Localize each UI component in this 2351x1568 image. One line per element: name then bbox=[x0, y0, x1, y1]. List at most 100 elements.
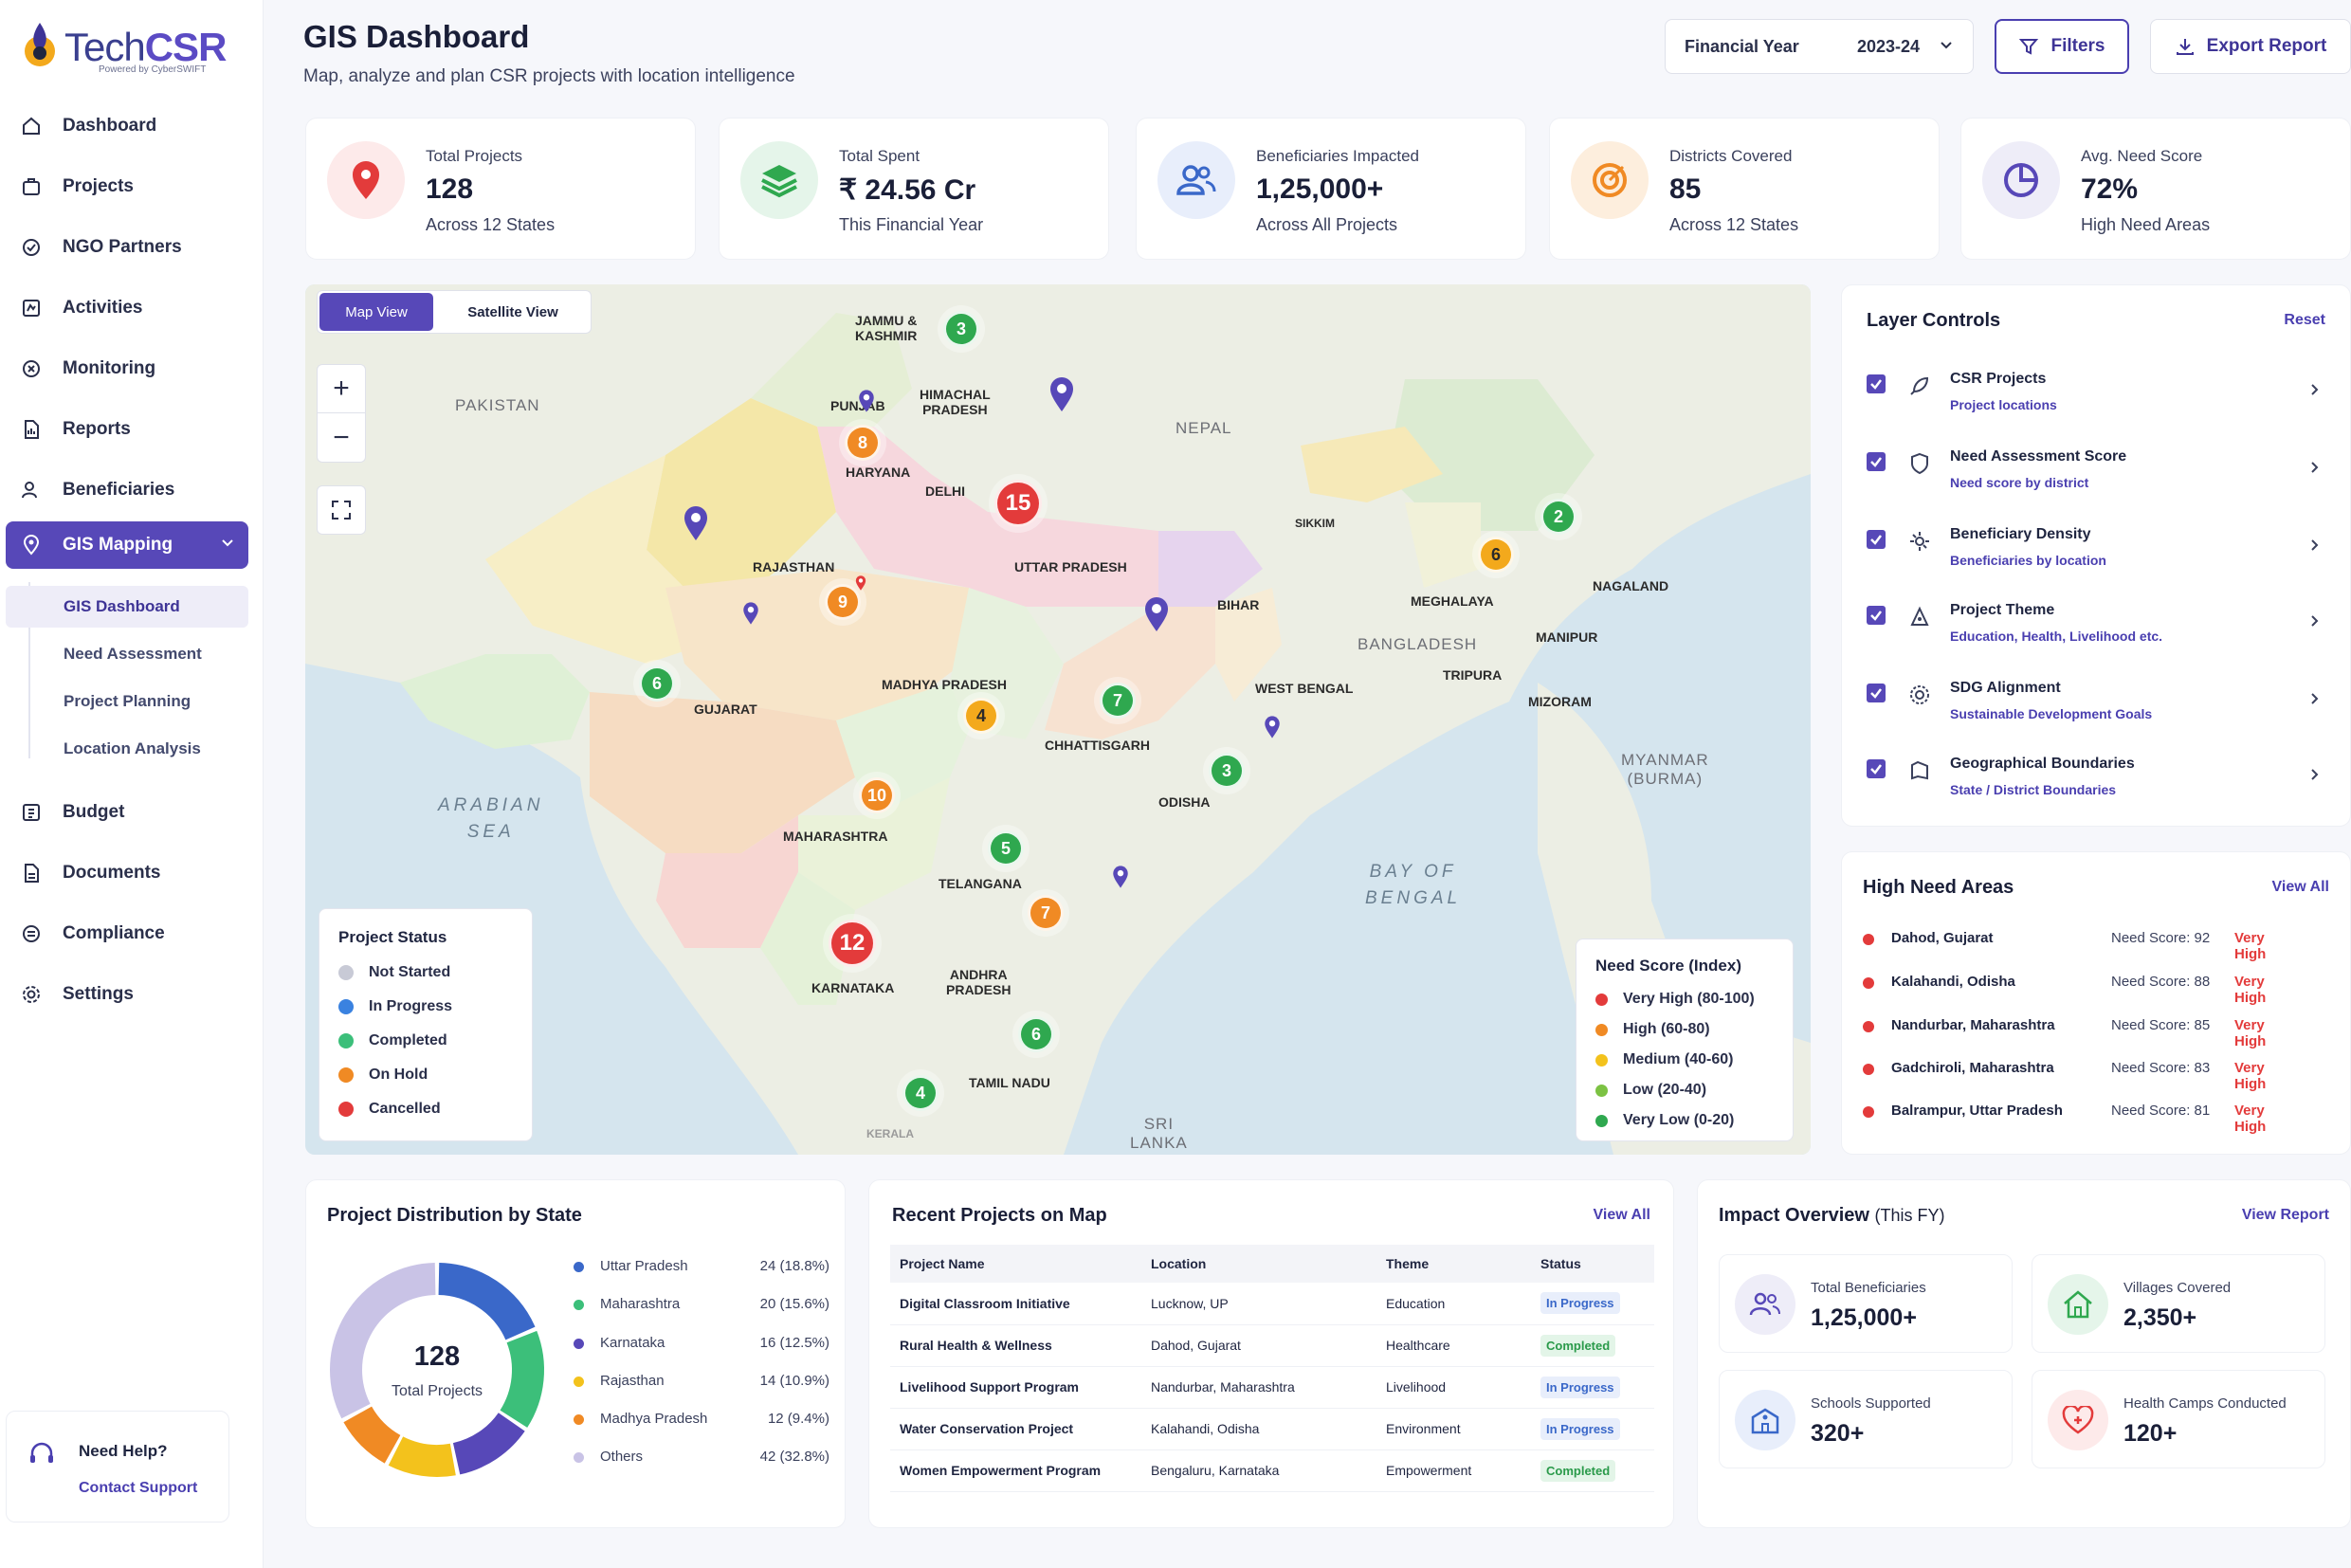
financial-year-select[interactable]: Financial Year 2023-24 bbox=[1665, 19, 1974, 74]
checkbox-checked[interactable] bbox=[1867, 759, 1886, 778]
project-cluster[interactable]: 12 bbox=[829, 920, 876, 967]
satellite-view-button[interactable]: Satellite View bbox=[467, 303, 558, 320]
pie-icon bbox=[1982, 141, 2060, 219]
layer-need-assessment[interactable]: Need Assessment Score Need score by dist… bbox=[1867, 447, 2322, 503]
subitem-location-analysis[interactable]: Location Analysis bbox=[64, 739, 201, 757]
location-pin-icon[interactable] bbox=[1048, 375, 1075, 413]
checkbox-checked[interactable] bbox=[1867, 452, 1886, 471]
location-pin-icon[interactable] bbox=[1112, 865, 1129, 889]
donut-slice-uttar-pradesh[interactable] bbox=[437, 1263, 536, 1340]
layer-sdg-alignment[interactable]: SDG Alignment Sustainable Development Go… bbox=[1867, 678, 2322, 735]
table-row[interactable]: Livelihood Support Program Nandurbar, Mah… bbox=[890, 1366, 1654, 1409]
density-icon bbox=[1908, 530, 1931, 557]
gis-map[interactable]: PAKISTAN NEPAL BANGLADESH MYANMAR (BURMA… bbox=[305, 284, 1811, 1155]
sidebar-item-gis-mapping[interactable]: GIS Mapping bbox=[6, 521, 248, 569]
project-cluster[interactable]: 15 bbox=[994, 480, 1042, 527]
distribution-legend-row: Madhya Pradesh 12 (9.4%) bbox=[574, 1411, 829, 1433]
view-all-link[interactable]: View All bbox=[1593, 1207, 1650, 1223]
filters-button[interactable]: Filters bbox=[1995, 19, 2129, 74]
layer-csr-projects[interactable]: CSR Projects Project locations bbox=[1867, 369, 2322, 426]
map-view-button[interactable]: Map View bbox=[319, 293, 433, 331]
sidebar-item-compliance[interactable]: Compliance bbox=[6, 910, 248, 957]
project-cluster[interactable]: 10 bbox=[859, 777, 895, 813]
checkbox-checked[interactable] bbox=[1867, 684, 1886, 702]
project-cluster[interactable]: 9 bbox=[825, 584, 861, 620]
location-pin-icon[interactable] bbox=[858, 389, 875, 413]
boundary-icon bbox=[1908, 759, 1931, 787]
project-cluster[interactable]: 7 bbox=[1100, 683, 1136, 719]
zoom-out-button[interactable]: − bbox=[333, 421, 350, 453]
state-label: HARYANA bbox=[846, 465, 911, 480]
sidebar-item-dashboard[interactable]: Dashboard bbox=[6, 102, 248, 150]
column-header: Project Name bbox=[890, 1245, 1141, 1283]
donut-slice-madhya-pradesh[interactable] bbox=[343, 1406, 401, 1464]
project-cluster[interactable]: 5 bbox=[988, 830, 1024, 866]
recent-projects-title: Recent Projects on Map bbox=[892, 1205, 1107, 1226]
project-cluster[interactable]: 7 bbox=[1028, 895, 1064, 931]
high-need-row[interactable]: Gadchiroli, Maharashtra Need Score: 83 Ver… bbox=[1863, 1058, 2299, 1092]
donut-slice-rajasthan[interactable] bbox=[388, 1436, 456, 1477]
impact-card-schools: Schools Supported 320+ bbox=[1719, 1370, 2013, 1468]
table-row[interactable]: Rural Health & Wellness Dahod, Gujarat Hea… bbox=[890, 1324, 1654, 1367]
state-label: JAMMU & KASHMIR bbox=[855, 313, 918, 343]
chevron-right-icon bbox=[2306, 460, 2322, 480]
table-row[interactable]: Digital Classroom Initiative Lucknow, UP E… bbox=[890, 1283, 1654, 1325]
sidebar-item-reports[interactable]: Reports bbox=[6, 406, 248, 453]
checkbox-checked[interactable] bbox=[1867, 530, 1886, 549]
project-cluster[interactable]: 4 bbox=[902, 1075, 939, 1111]
project-cluster[interactable]: 4 bbox=[963, 698, 999, 734]
zoom-in-button[interactable]: + bbox=[318, 365, 365, 413]
subitem-project-planning[interactable]: Project Planning bbox=[64, 692, 191, 710]
need-score-legend: Need Score (Index) Very High (80-100) Hi… bbox=[1576, 939, 1794, 1141]
theme-icon bbox=[1908, 606, 1931, 633]
sidebar-item-activities[interactable]: Activities bbox=[6, 284, 248, 332]
project-cluster[interactable]: 2 bbox=[1540, 499, 1576, 535]
table-row[interactable]: Women Empowerment Program Bengaluru, Karn… bbox=[890, 1449, 1654, 1492]
checkbox-checked[interactable] bbox=[1867, 374, 1886, 393]
location-pin-icon[interactable] bbox=[683, 504, 709, 542]
techcsr-logo[interactable]: TechCSR Powered by CyberSWIFT bbox=[19, 15, 227, 83]
contact-support-link[interactable]: Contact Support bbox=[79, 1480, 198, 1496]
sidebar-item-documents[interactable]: Documents bbox=[6, 849, 248, 897]
donut-slice-others[interactable] bbox=[330, 1263, 436, 1419]
sidebar-item-budget[interactable]: Budget bbox=[6, 789, 248, 836]
high-need-row[interactable]: Nandurbar, Maharashtra Need Score: 85 Very… bbox=[1863, 1015, 2299, 1049]
view-all-link[interactable]: View All bbox=[2271, 879, 2329, 895]
sidebar-item-monitoring[interactable]: Monitoring bbox=[6, 345, 248, 392]
donut-slice-karnataka[interactable] bbox=[452, 1412, 525, 1475]
table-row[interactable]: Water Conservation Project Kalahandi, Odi… bbox=[890, 1408, 1654, 1450]
subitem-gis-dashboard[interactable]: GIS Dashboard bbox=[6, 586, 248, 628]
high-need-row[interactable]: Dahod, Gujarat Need Score: 92 Very High bbox=[1863, 928, 2299, 962]
subitem-need-assessment[interactable]: Need Assessment bbox=[64, 645, 202, 663]
sidebar-item-ngo-partners[interactable]: NGO Partners bbox=[6, 224, 248, 271]
checkbox-checked[interactable] bbox=[1867, 606, 1886, 625]
sidebar-item-projects[interactable]: Projects bbox=[6, 163, 248, 210]
reset-link[interactable]: Reset bbox=[2284, 312, 2325, 328]
fullscreen-button[interactable] bbox=[317, 485, 366, 535]
sidebar-item-settings[interactable]: Settings bbox=[6, 971, 248, 1018]
export-report-button[interactable]: Export Report bbox=[2150, 19, 2351, 74]
layer-beneficiary-density[interactable]: Beneficiary Density Beneficiaries by loc… bbox=[1867, 524, 2322, 581]
project-cluster[interactable]: 8 bbox=[845, 425, 881, 461]
location-pin-icon[interactable] bbox=[1143, 595, 1170, 633]
project-cluster[interactable]: 6 bbox=[1018, 1016, 1054, 1052]
users-icon bbox=[1157, 141, 1235, 219]
location-pin-icon[interactable] bbox=[742, 601, 759, 626]
project-cluster[interactable]: 6 bbox=[639, 665, 675, 702]
layer-geographical-boundaries[interactable]: Geographical Boundaries State / District… bbox=[1867, 754, 2322, 811]
donut-slice-maharashtra[interactable] bbox=[500, 1330, 544, 1428]
state-label: MADHYA PRADESH bbox=[882, 677, 1007, 692]
high-need-row[interactable]: Kalahandi, Odisha Need Score: 88 Very High bbox=[1863, 972, 2299, 1006]
project-cluster[interactable]: 3 bbox=[1209, 753, 1245, 789]
view-report-link[interactable]: View Report bbox=[2241, 1207, 2329, 1223]
state-label: GUJARAT bbox=[694, 702, 757, 717]
high-need-row[interactable]: Balrampur, Uttar Pradesh Need Score: 81 Ve… bbox=[1863, 1101, 2299, 1135]
project-cluster[interactable]: 3 bbox=[943, 311, 979, 347]
location-pin-icon[interactable] bbox=[855, 574, 866, 592]
sidebar-item-beneficiaries[interactable]: Beneficiaries bbox=[6, 466, 248, 514]
project-cluster[interactable]: 6 bbox=[1478, 537, 1514, 573]
project-status-legend: Project Status Not Started In Progress C… bbox=[319, 908, 533, 1141]
layer-project-theme[interactable]: Project Theme Education, Health, Livelih… bbox=[1867, 600, 2322, 657]
location-pin-icon[interactable] bbox=[1264, 715, 1281, 739]
help-card: Need Help? Contact Support bbox=[6, 1411, 229, 1522]
